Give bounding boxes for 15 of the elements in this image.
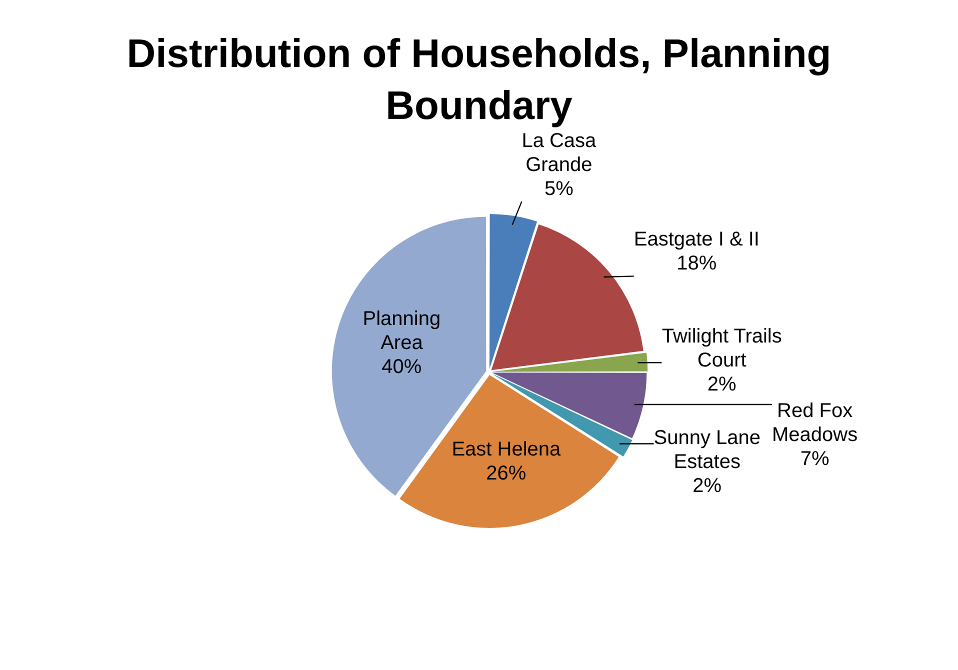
data-label: 18% [676, 252, 717, 275]
slice-label: Sunny Lane Estates [654, 427, 761, 474]
chart-title: Distribution of Households, Planning Boundary [126, 31, 832, 130]
data-label: 7% [800, 448, 830, 470]
data-label: 5% [544, 178, 574, 200]
slice-label: Red Fox Meadows [772, 400, 858, 446]
slice-label: Planning Area [362, 308, 441, 354]
data-label: 2% [692, 475, 722, 498]
data-label: 26% [486, 462, 526, 485]
slice-label: Eastgate I & II [634, 228, 760, 251]
slice-label: Twilight Trails Court [662, 326, 782, 372]
slice-label: La Casa Grande [522, 130, 598, 176]
data-label: 40% [382, 356, 422, 378]
slice-label: East Helena [452, 438, 562, 461]
data-label: 2% [707, 374, 737, 396]
